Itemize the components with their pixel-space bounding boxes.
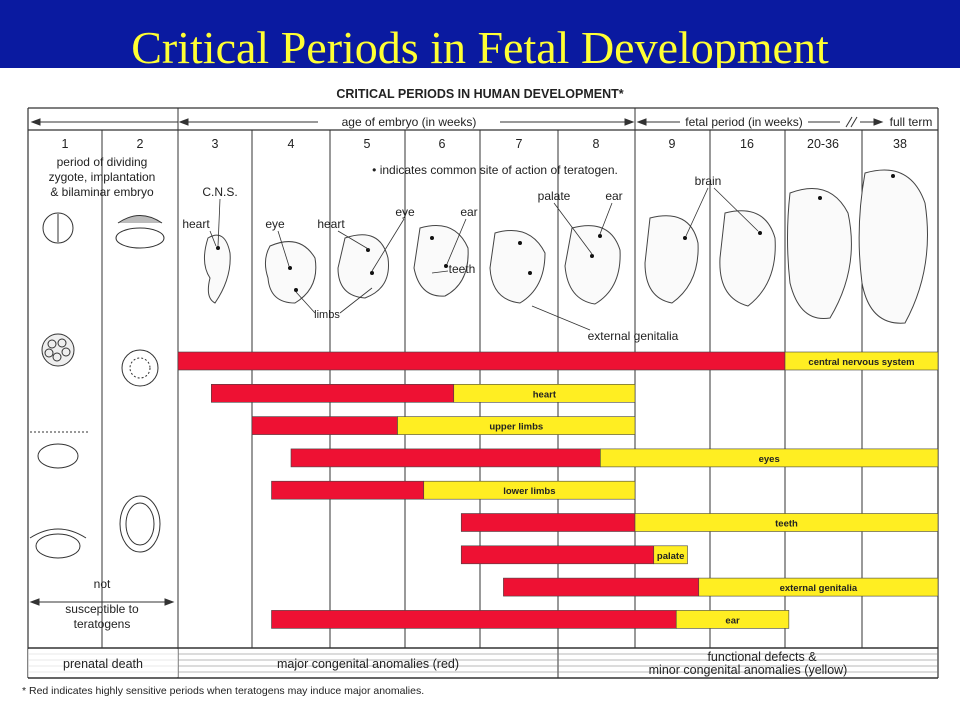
bar-label: eyes xyxy=(759,454,780,465)
teeth-label: teeth xyxy=(449,262,476,276)
bar-yellow-heart xyxy=(453,383,636,403)
leader-lines xyxy=(209,187,759,331)
critical-period-bars: central nervous system heart upper limbs ey… xyxy=(177,351,939,629)
svg-text:teratogens: teratogens xyxy=(74,617,131,631)
footnote: * Red indicates highly sensitive periods… xyxy=(22,685,424,697)
bar-red-heart xyxy=(211,383,455,403)
eye-label: eye xyxy=(395,205,415,219)
brain-label: brain xyxy=(695,174,722,188)
svg-text:period of dividing: period of dividing xyxy=(57,155,148,169)
week-headers: 1 2 3 4 5 6 7 8 9 16 20-36 38 xyxy=(62,137,907,151)
bar-red-palate xyxy=(460,545,655,565)
week7-embryo-icon xyxy=(489,230,546,304)
bar-label: central nervous system xyxy=(808,357,914,368)
teratogen-site-dots xyxy=(216,174,895,292)
minor-anomalies-label-line2: minor congenital anomalies (yellow) xyxy=(649,663,848,677)
major-anomalies-label: major congenital anomalies (red) xyxy=(277,657,459,671)
two-cell-zygote-icon xyxy=(42,212,74,244)
bar-yellow-external-genitalia xyxy=(698,577,939,597)
week-header: 2 xyxy=(137,137,144,151)
minor-anomalies-label-line1: functional defects & xyxy=(707,650,817,664)
week20-36-fetus-icon xyxy=(787,188,852,320)
bar-red-external-genitalia xyxy=(503,577,700,597)
bar-yellow-lower-limbs xyxy=(423,480,636,500)
zygote-drawings xyxy=(29,212,165,559)
week-header: 6 xyxy=(439,137,446,151)
implantation-icon xyxy=(37,443,79,469)
week-header: 38 xyxy=(893,137,907,151)
bilaminar-disc-icon xyxy=(35,533,81,559)
implanting-blastocyst-icon xyxy=(121,349,159,387)
svg-text:susceptible to: susceptible to xyxy=(65,602,139,616)
bar-red-eyes xyxy=(290,448,601,468)
week16-fetus-icon xyxy=(719,210,776,307)
week-header: 5 xyxy=(364,137,371,151)
bar-label: heart xyxy=(533,389,557,400)
fetal-period-label: fetal period (in weeks) xyxy=(685,115,802,129)
week38-fetus-icon xyxy=(858,169,928,324)
bar-label: teeth xyxy=(775,519,798,530)
bar-red-teeth xyxy=(460,513,636,532)
week-header: 16 xyxy=(740,137,754,151)
palate-label: palate xyxy=(538,189,571,203)
limbs-label: limbs xyxy=(314,309,340,321)
critical-periods-chart: CRITICAL PERIODS IN HUMAN DEVELOPMENT* a… xyxy=(0,68,960,720)
week-header: 7 xyxy=(516,137,523,151)
eye-label: eye xyxy=(265,217,285,231)
heart-label: heart xyxy=(182,217,210,231)
week4-embryo-icon xyxy=(264,241,317,304)
bar-red-central-nervous-system xyxy=(177,351,786,371)
bar-yellow-ear xyxy=(675,610,790,629)
figure-title: CRITICAL PERIODS IN HUMAN DEVELOPMENT* xyxy=(336,87,623,101)
bar-yellow-central-nervous-system xyxy=(784,351,939,371)
bar-label: lower limbs xyxy=(503,486,555,497)
week3-embryo-icon xyxy=(204,234,231,304)
bar-yellow-palate xyxy=(653,545,688,565)
full-term-label: full term xyxy=(890,115,933,129)
bar-label: upper limbs xyxy=(489,422,543,433)
bar-red-upper-limbs xyxy=(251,416,398,435)
week-header: 8 xyxy=(593,137,600,151)
cns-label: C.N.S. xyxy=(202,185,237,199)
week6-embryo-icon xyxy=(413,225,469,297)
bar-red-ear xyxy=(271,610,677,629)
bar-yellow-upper-limbs xyxy=(397,416,636,435)
week-header: 3 xyxy=(212,137,219,151)
svg-text:not: not xyxy=(94,577,111,591)
prenatal-death-label: prenatal death xyxy=(63,657,143,671)
bar-label: external genitalia xyxy=(780,583,858,594)
bar-yellow-eyes xyxy=(600,448,939,468)
week9-embryo-icon xyxy=(644,215,699,304)
slide-title: Critical Periods in Fetal Development xyxy=(131,22,829,73)
svg-text:zygote, implantation: zygote, implantation xyxy=(49,170,156,184)
embryo-period-label: age of embryo (in weeks) xyxy=(342,115,477,129)
week-header: 4 xyxy=(288,137,295,151)
not-susceptible-label: not susceptible to teratogens xyxy=(65,577,139,631)
external-genitalia-label: external genitalia xyxy=(588,329,679,343)
heart-label: heart xyxy=(317,217,345,231)
svg-text:& bilaminar embryo: & bilaminar embryo xyxy=(50,185,154,199)
early-period-label: period of dividing zygote, implantation … xyxy=(49,155,156,199)
teratogen-note: • indicates common site of action of ter… xyxy=(372,163,618,177)
structure-labels: C.N.S. heart eye heart eye ear limbs tee… xyxy=(182,174,721,343)
blastocyst-icon xyxy=(115,227,165,249)
week-header: 1 xyxy=(62,137,69,151)
week-header: 9 xyxy=(669,137,676,151)
bar-red-lower-limbs xyxy=(271,480,425,500)
week5-embryo-icon xyxy=(337,234,390,299)
period-arrows xyxy=(30,116,884,128)
week8-embryo-icon xyxy=(564,225,621,305)
bar-yellow-teeth xyxy=(634,513,939,532)
ear-label: ear xyxy=(605,189,622,203)
chorionic-sac-icon xyxy=(119,495,161,553)
bar-label: ear xyxy=(725,615,740,626)
week-header: 20-36 xyxy=(807,137,839,151)
bar-label: palate xyxy=(657,551,684,562)
ear-label: ear xyxy=(460,205,477,219)
